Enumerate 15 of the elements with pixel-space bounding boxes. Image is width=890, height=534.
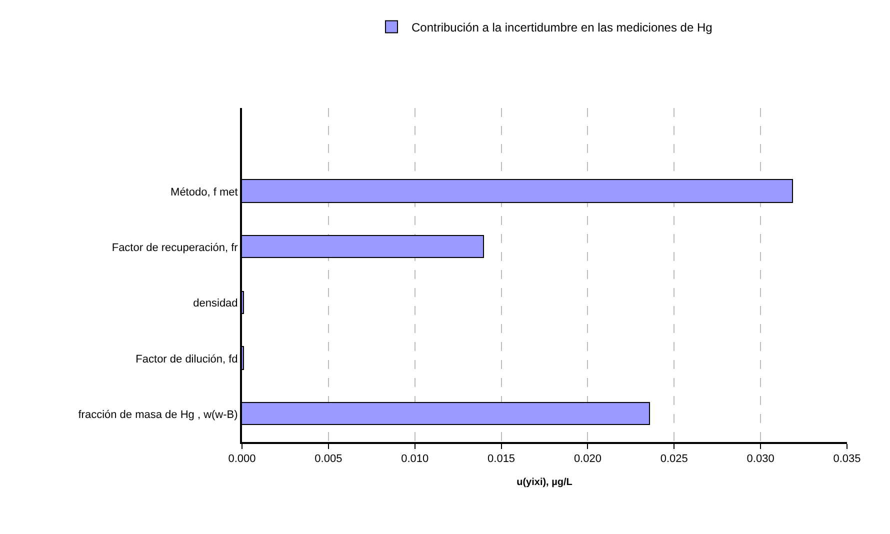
x-tick-label: 0.015 [488,453,516,466]
x-tick-label: 0.030 [746,453,774,466]
y-tick-label: densidad [193,298,238,310]
x-tick-label: 0.035 [833,453,861,466]
y-tick-label: fracción de masa de Hg , w(w-B) [78,409,238,422]
x-tick-label: 0.010 [401,453,429,466]
x-tick-label: 0.005 [314,453,342,466]
legend-label: Contribución a la incertidumbre en las mediciones de Hg [412,20,712,34]
y-tick-label: Factor de dilución, fd [136,353,238,366]
x-axis-title: u(yixi), µg/L [516,477,572,488]
x-tick-label: 0.000 [228,453,256,466]
x-tick-label: 0.025 [660,453,688,466]
x-tick-label: 0.020 [574,453,602,466]
y-tick-label: Factor de recuperación, fr [112,242,238,254]
y-tick-label: Método, f met [170,186,238,198]
